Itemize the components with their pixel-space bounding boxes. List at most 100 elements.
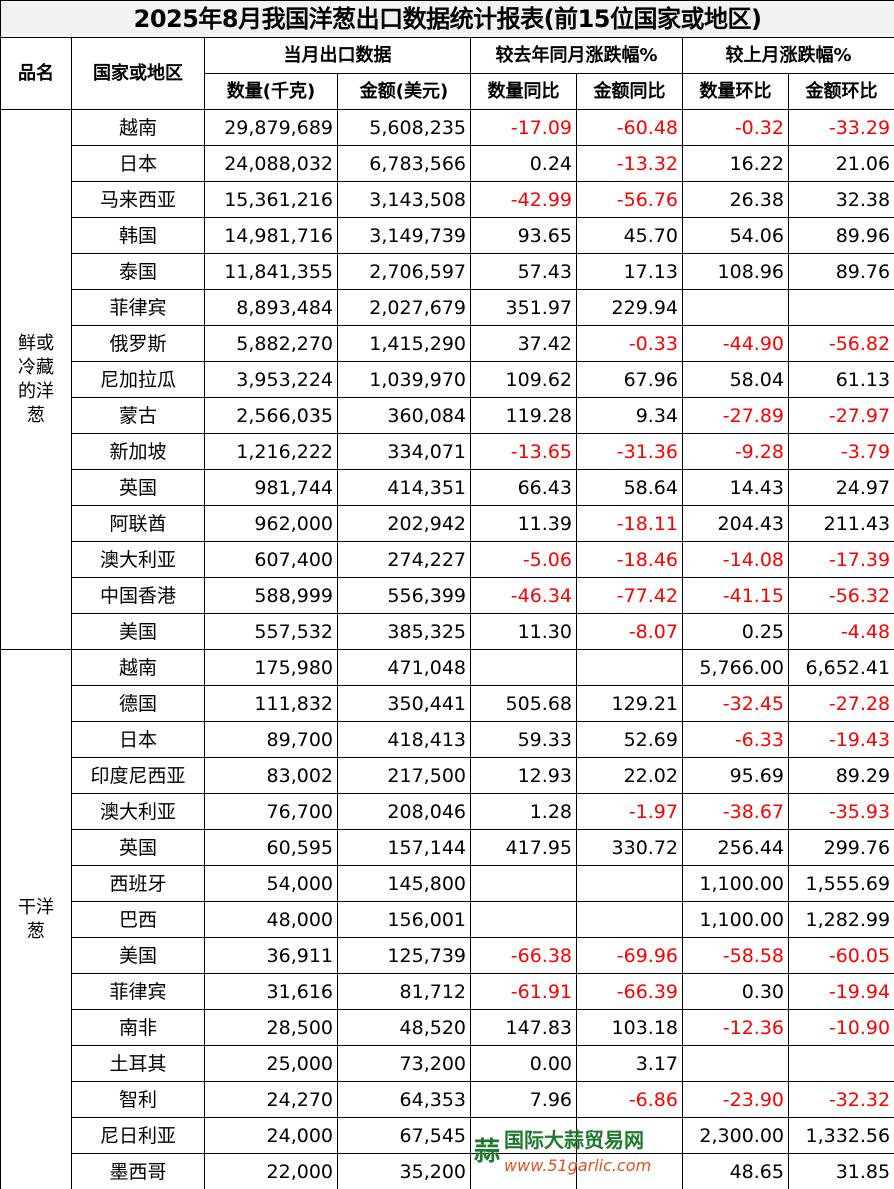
cell-qty-yoy: 59.33	[470, 721, 577, 758]
garlic-logo-icon: 蒜	[474, 1137, 501, 1167]
cell-amount-yoy: 52.69	[576, 721, 683, 758]
cell-country: 巴西	[71, 901, 205, 938]
cell-country: 阿联酋	[71, 505, 205, 542]
cell-amount-yoy: -31.36	[576, 433, 683, 470]
cell-qty-yoy: 66.43	[470, 469, 577, 506]
cell-amount-yoy: 9.34	[576, 397, 683, 434]
cell-country: 英国	[71, 829, 205, 866]
cell-qty-mom: 14.43	[682, 469, 789, 506]
cell-qty-mom: 95.69	[682, 757, 789, 794]
cell-amount: 556,399	[337, 577, 471, 614]
cell-qty: 22,000	[204, 1153, 338, 1189]
watermark-text: 国际大蒜贸易网 www.51garlic.com	[504, 1128, 651, 1176]
page-title: 2025年8月我国洋葱出口数据统计报表(前15位国家或地区)	[0, 0, 894, 38]
cell-qty: 557,532	[204, 613, 338, 650]
cell-qty: 175,980	[204, 649, 338, 686]
cell-country: 尼日利亚	[71, 1117, 205, 1154]
product-category: 鲜或冷藏的洋葱	[0, 109, 72, 650]
cell-amount-yoy: 3.17	[576, 1045, 683, 1082]
cell-country: 越南	[71, 109, 205, 146]
cell-amount-yoy: -18.11	[576, 505, 683, 542]
cell-qty: 36,911	[204, 937, 338, 974]
cell-amount-mom: -4.48	[787, 613, 894, 650]
cell-qty-mom: 108.96	[682, 253, 789, 290]
cell-amount-mom: -33.29	[787, 109, 894, 146]
cell-qty-mom: -9.28	[682, 433, 789, 470]
cell-qty-yoy	[470, 901, 577, 938]
cell-amount: 2,706,597	[337, 253, 471, 290]
cell-country: 韩国	[71, 217, 205, 254]
cell-qty-mom: 2,300.00	[682, 1117, 789, 1154]
cell-amount-mom: 6,652.41	[787, 649, 894, 686]
cell-qty: 29,879,689	[204, 109, 338, 146]
watermark-name: 国际大蒜贸易网	[504, 1128, 645, 1152]
cell-qty: 15,361,216	[204, 181, 338, 218]
cell-qty: 24,088,032	[204, 145, 338, 182]
cell-amount-mom: -27.28	[787, 685, 894, 722]
cell-amount: 208,046	[337, 793, 471, 830]
cell-qty-mom: -6.33	[682, 721, 789, 758]
cell-amount: 3,143,508	[337, 181, 471, 218]
cell-qty-mom: -23.90	[682, 1081, 789, 1118]
cell-amount-yoy: -66.39	[576, 973, 683, 1010]
cell-amount-yoy: -69.96	[576, 937, 683, 974]
cell-qty-yoy: 1.28	[470, 793, 577, 830]
cell-amount-mom: 21.06	[787, 145, 894, 182]
cell-qty: 28,500	[204, 1009, 338, 1046]
cell-amount-yoy: 330.72	[576, 829, 683, 866]
cell-country: 日本	[71, 145, 205, 182]
cell-country: 土耳其	[71, 1045, 205, 1082]
cell-qty: 111,832	[204, 685, 338, 722]
cell-qty-mom: 1,100.00	[682, 865, 789, 902]
cell-qty-yoy: 11.39	[470, 505, 577, 542]
cell-qty: 83,002	[204, 757, 338, 794]
cell-amount: 350,441	[337, 685, 471, 722]
cell-qty: 31,616	[204, 973, 338, 1010]
table-row: 土耳其 25,000 73,200 0.00 3.17	[1, 1045, 894, 1082]
cell-amount-yoy: 67.96	[576, 361, 683, 398]
table-row: 墨西哥 22,000 35,200 48.65 31.85	[1, 1153, 894, 1189]
table-row: 美国 557,532 385,325 11.30 -8.07 0.25 -4.48	[1, 613, 894, 650]
cell-amount-mom: -32.32	[787, 1081, 894, 1118]
cell-qty-yoy: 109.62	[470, 361, 577, 398]
cell-amount-mom: -3.79	[787, 433, 894, 470]
cell-qty-yoy	[470, 1153, 577, 1189]
cell-qty-yoy: -42.99	[470, 181, 577, 218]
cell-qty-mom: 26.38	[682, 181, 789, 218]
cell-qty: 8,893,484	[204, 289, 338, 326]
cell-amount: 48,520	[337, 1009, 471, 1046]
cell-qty-yoy: 0.24	[470, 145, 577, 182]
cell-amount: 471,048	[337, 649, 471, 686]
cell-qty-mom: -58.58	[682, 937, 789, 974]
cell-qty-mom: 48.65	[682, 1153, 789, 1189]
cell-country: 蒙古	[71, 397, 205, 434]
cell-amount: 418,413	[337, 721, 471, 758]
table-row: 澳大利亚 607,400 274,227 -5.06 -18.46 -14.08 -17.3…	[1, 541, 894, 578]
watermark-logo: 蒜 国际大蒜贸易网 www.51garlic.com	[474, 1122, 680, 1182]
cell-amount: 274,227	[337, 541, 471, 578]
cell-amount: 6,783,566	[337, 145, 471, 182]
header-group-yoy: 较去年同月涨跌幅%	[470, 37, 683, 74]
table-row: 菲律宾 8,893,484 2,027,679 351.97 229.94	[1, 289, 894, 326]
header-amount-yoy: 金额同比	[576, 73, 683, 110]
cell-qty-yoy: -17.09	[470, 109, 577, 146]
table-row: 英国 60,595 157,144 417.95 330.72 256.44 299.76	[1, 829, 894, 866]
cell-amount: 81,712	[337, 973, 471, 1010]
cell-qty-mom	[682, 289, 789, 326]
cell-amount-yoy: 129.21	[576, 685, 683, 722]
cell-qty: 24,270	[204, 1081, 338, 1118]
table-row: 日本 89,700 418,413 59.33 52.69 -6.33 -19.43	[1, 721, 894, 758]
cell-amount-yoy: 45.70	[576, 217, 683, 254]
cell-amount: 3,149,739	[337, 217, 471, 254]
cell-qty-mom	[682, 1045, 789, 1082]
cell-qty: 24,000	[204, 1117, 338, 1154]
cell-qty-yoy: 12.93	[470, 757, 577, 794]
cell-qty: 962,000	[204, 505, 338, 542]
cell-country: 印度尼西亚	[71, 757, 205, 794]
cell-qty-mom: -32.45	[682, 685, 789, 722]
table-row: 尼加拉瓜 3,953,224 1,039,970 109.62 67.96 58.04 61…	[1, 361, 894, 398]
cell-amount-mom: -27.97	[787, 397, 894, 434]
cell-amount-yoy	[576, 865, 683, 902]
cell-qty-mom: 0.30	[682, 973, 789, 1010]
